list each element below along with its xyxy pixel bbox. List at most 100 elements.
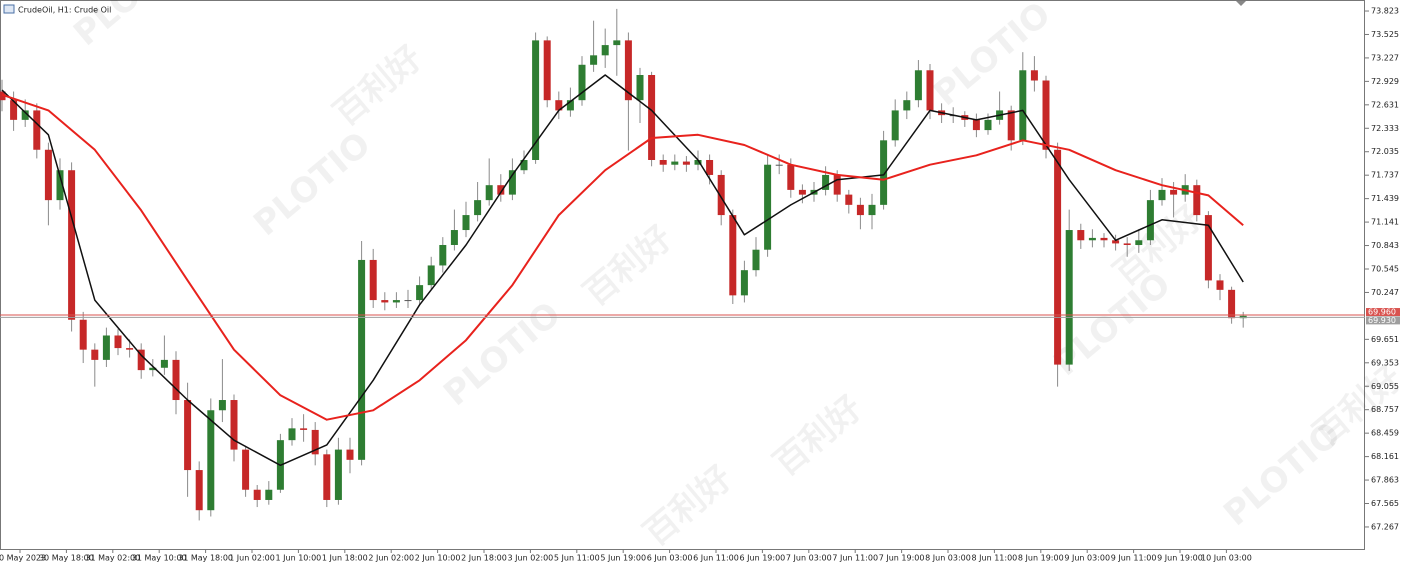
candle-body <box>1088 237 1096 241</box>
y-tick-label: 71.737 <box>1371 171 1399 180</box>
y-tick-label: 70.843 <box>1371 241 1399 250</box>
y-tick-label: 73.227 <box>1371 53 1399 62</box>
candle-body <box>358 259 366 460</box>
candle-body <box>311 429 319 455</box>
candle-body <box>195 470 203 511</box>
candle-body <box>787 164 795 190</box>
x-tick-label: 7 Jun 19:00 <box>879 554 925 563</box>
candle-body <box>416 285 424 301</box>
x-tick-label: 6 Jun 11:00 <box>693 554 739 563</box>
candle-body <box>300 428 308 430</box>
x-tick-label: 8 Jun 11:00 <box>972 554 1018 563</box>
x-tick-label: 3 Jun 02:00 <box>508 554 554 563</box>
candle-body <box>1007 110 1015 141</box>
x-tick-label: 1 Jun 02:00 <box>229 554 275 563</box>
candle-body <box>914 70 922 101</box>
candle-body <box>775 164 783 166</box>
y-tick-label: 69.055 <box>1371 382 1399 391</box>
candle-body <box>79 319 87 350</box>
chart-title: CrudeOil, H1: Crude Oil <box>18 6 111 15</box>
x-tick-label: 2 Jun 18:00 <box>461 554 507 563</box>
candle-body <box>1030 70 1038 81</box>
shift-marker <box>1236 1 1246 6</box>
candle-body <box>845 194 853 205</box>
candle-body <box>624 40 632 101</box>
candle-body <box>856 204 864 216</box>
candle-body <box>10 100 18 120</box>
candle-body <box>1135 240 1143 245</box>
candle-body <box>671 161 679 165</box>
candle-body <box>427 265 435 286</box>
candle-body <box>891 110 899 141</box>
candle-body <box>1042 80 1050 150</box>
y-tick-label: 70.545 <box>1371 264 1399 273</box>
candle-body <box>102 335 110 360</box>
candle-body <box>497 185 505 195</box>
y-tick-label: 69.353 <box>1371 358 1399 367</box>
candle-body <box>880 140 888 205</box>
symbol-icon <box>3 4 15 14</box>
candle-body <box>1170 189 1178 195</box>
candle-body <box>1065 230 1073 365</box>
candle-body <box>1112 240 1120 244</box>
candle-body <box>717 174 725 216</box>
candle-body <box>1019 70 1027 141</box>
candle-body <box>1054 149 1062 365</box>
candle-body <box>764 164 772 250</box>
candle-body <box>1146 200 1154 241</box>
candle-body <box>392 300 400 303</box>
candle-body <box>207 410 215 511</box>
x-tick-label: 10 Jun 03:00 <box>1201 554 1252 563</box>
candle-body <box>33 110 41 150</box>
candle-body <box>868 204 876 216</box>
candle-body <box>752 249 760 271</box>
candle-body <box>91 349 99 360</box>
x-tick-label: 31 May 02:00 <box>85 554 140 563</box>
candle-body <box>218 400 226 411</box>
y-tick-label: 68.161 <box>1371 452 1399 461</box>
x-tick-label: 30 May 18:00 <box>39 554 94 563</box>
y-tick-label: 67.565 <box>1371 499 1399 508</box>
candle-body <box>601 45 609 56</box>
candle-body <box>508 170 516 195</box>
candle-body <box>184 400 192 471</box>
candle-body <box>706 159 714 175</box>
candle-body <box>485 185 493 201</box>
candle-body <box>926 70 934 111</box>
candle-body <box>265 489 273 500</box>
x-tick-label: 1 Jun 10:00 <box>276 554 322 563</box>
candle-body <box>1216 280 1224 290</box>
candle-body <box>1204 215 1212 281</box>
candle-body <box>590 55 598 65</box>
candle-body <box>682 161 690 165</box>
candle-body <box>1228 289 1236 319</box>
x-tick-label: 7 Jun 11:00 <box>832 554 878 563</box>
x-tick-label: 7 Jun 03:00 <box>786 554 832 563</box>
candle-body <box>636 74 644 101</box>
candle-body <box>972 119 980 131</box>
x-tick-label: 9 Jun 03:00 <box>1064 554 1110 563</box>
candle-body <box>56 170 64 201</box>
price-tag <box>1366 308 1400 317</box>
candle-body <box>404 300 412 302</box>
candle-body <box>323 454 331 500</box>
candle-body <box>230 400 238 450</box>
candle-body <box>253 489 261 500</box>
candle-body <box>439 244 447 266</box>
candle-body <box>474 200 482 216</box>
candle-body <box>740 270 748 296</box>
y-tick-label: 72.929 <box>1371 77 1399 86</box>
candle-body <box>369 259 377 301</box>
y-tick-label: 67.863 <box>1371 476 1399 485</box>
candle-body <box>334 449 342 500</box>
candle-body <box>520 159 528 171</box>
x-tick-label: 6 Jun 19:00 <box>740 554 786 563</box>
y-tick-label: 69.651 <box>1371 335 1399 344</box>
y-tick-label: 72.631 <box>1371 100 1399 109</box>
x-tick-label: 9 Jun 19:00 <box>1157 554 1203 563</box>
price-label: 69.960 <box>1368 308 1396 317</box>
candle-body <box>822 174 830 190</box>
x-tick-label: 2 Jun 10:00 <box>415 554 461 563</box>
candle-body <box>694 159 702 165</box>
